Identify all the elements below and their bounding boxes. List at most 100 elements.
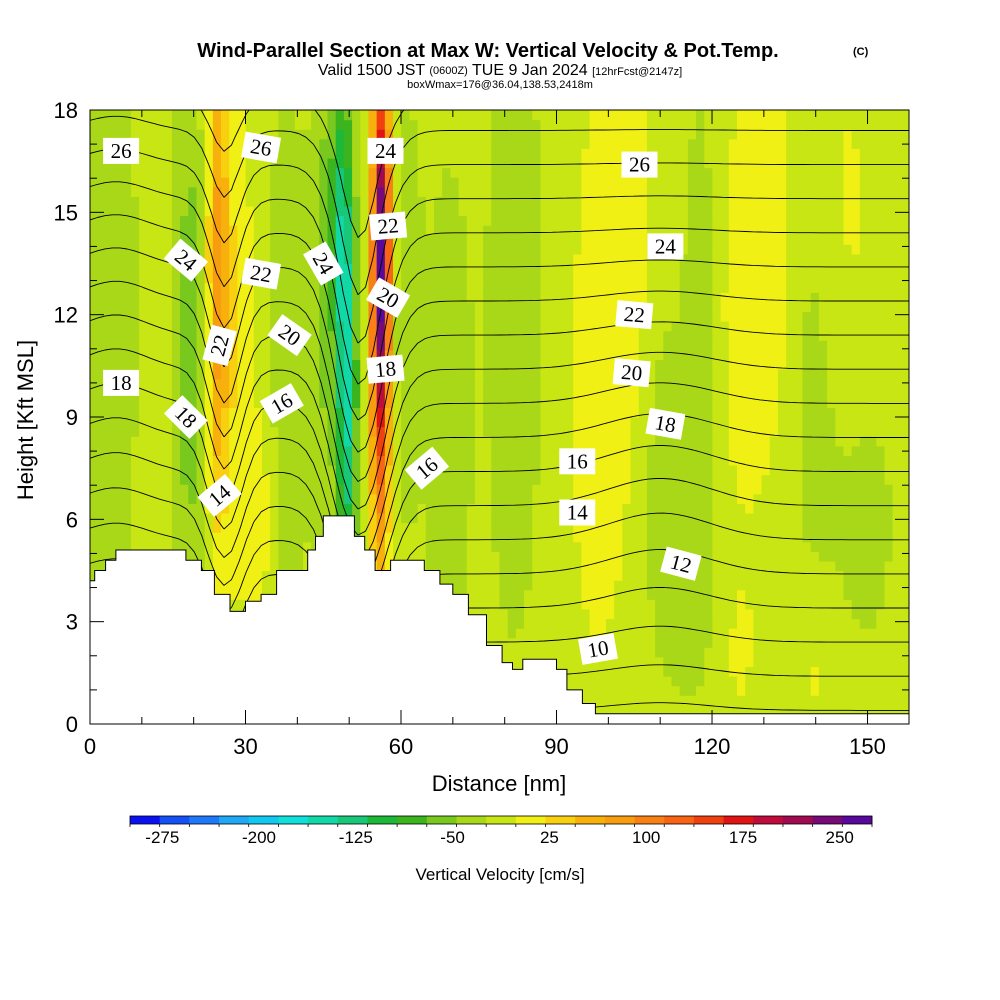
w-cell <box>163 301 173 313</box>
w-cell <box>900 532 909 543</box>
w-cell <box>605 628 615 639</box>
w-cell <box>122 474 132 485</box>
w-cell <box>556 263 566 274</box>
w-cell <box>720 541 730 552</box>
w-cell <box>139 359 148 370</box>
w-cell <box>573 407 582 418</box>
w-cell <box>638 522 648 533</box>
w-cell <box>163 522 173 533</box>
w-cell <box>417 493 427 504</box>
w-cell <box>360 503 370 514</box>
w-cell <box>393 263 402 274</box>
w-cell <box>769 417 779 428</box>
w-cell <box>532 484 542 495</box>
w-cell <box>524 580 533 591</box>
w-cell <box>163 263 173 274</box>
w-cell <box>499 455 509 466</box>
w-cell <box>98 445 107 456</box>
w-cell <box>835 695 845 706</box>
w-cell <box>769 647 779 658</box>
w-cell <box>786 388 795 399</box>
w-cell <box>769 589 779 600</box>
w-cell <box>196 369 206 380</box>
w-cell <box>360 321 370 332</box>
w-cell <box>409 378 419 389</box>
w-cell <box>884 589 894 600</box>
w-cell <box>548 637 558 648</box>
w-cell <box>286 541 296 552</box>
w-cell <box>261 292 271 303</box>
w-cell <box>458 282 468 293</box>
w-cell <box>491 455 501 466</box>
w-cell <box>843 436 853 447</box>
w-cell <box>311 301 320 313</box>
w-cell <box>696 599 705 610</box>
w-cell <box>687 244 697 255</box>
w-cell <box>466 532 476 543</box>
w-cell <box>712 273 722 284</box>
w-cell <box>401 407 411 418</box>
w-cell <box>270 359 279 370</box>
w-cell <box>818 532 828 543</box>
w-cell <box>573 637 582 648</box>
w-cell <box>622 340 632 351</box>
w-cell <box>696 484 705 495</box>
w-cell <box>655 340 664 351</box>
w-cell <box>696 474 705 485</box>
w-cell <box>483 273 492 284</box>
w-cell <box>868 349 877 361</box>
w-cell <box>622 599 632 610</box>
w-cell <box>294 407 304 418</box>
w-cell <box>417 407 427 418</box>
w-cell <box>556 647 566 658</box>
w-cell <box>90 244 99 255</box>
w-cell <box>360 417 370 428</box>
w-cell <box>859 417 869 428</box>
w-cell <box>843 503 853 514</box>
w-cell <box>827 369 836 380</box>
w-cell <box>130 282 140 293</box>
w-cell <box>794 311 804 322</box>
w-cell <box>196 541 206 552</box>
w-cell <box>868 263 877 274</box>
w-cell <box>565 417 574 428</box>
w-cell <box>466 580 476 591</box>
w-cell <box>548 647 558 658</box>
w-cell <box>532 359 542 370</box>
w-cell <box>343 445 353 456</box>
w-cell <box>737 349 746 361</box>
w-cell <box>212 436 222 447</box>
w-cell <box>335 321 345 332</box>
w-cell <box>188 522 198 533</box>
w-cell <box>548 378 558 389</box>
w-cell <box>515 522 525 533</box>
w-cell <box>433 253 443 265</box>
w-cell <box>818 292 828 303</box>
w-cell <box>450 436 460 447</box>
w-cell <box>196 282 206 293</box>
w-cell <box>515 464 525 476</box>
w-cell <box>515 311 525 322</box>
w-cell <box>704 695 714 706</box>
w-cell <box>221 244 230 255</box>
w-cell <box>155 369 165 380</box>
w-cell <box>876 436 886 447</box>
w-cell <box>229 532 239 543</box>
w-cell <box>786 436 795 447</box>
w-cell <box>532 244 542 255</box>
w-cell <box>769 321 779 332</box>
w-cell <box>524 570 533 581</box>
w-cell <box>515 589 525 600</box>
w-cell <box>433 301 443 313</box>
w-cell <box>294 455 304 466</box>
w-cell <box>581 474 591 485</box>
w-cell <box>786 628 795 639</box>
w-cell <box>868 417 877 428</box>
w-cell <box>851 484 861 495</box>
w-cell <box>466 560 476 572</box>
w-cell <box>818 359 828 370</box>
w-cell <box>294 445 304 456</box>
w-cell <box>343 474 353 485</box>
w-cell <box>777 263 787 274</box>
w-cell <box>900 666 909 677</box>
